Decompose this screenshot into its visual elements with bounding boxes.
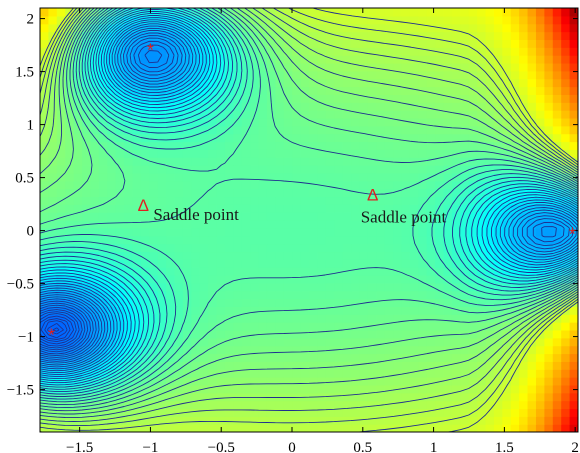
- contour-level: [40, 8, 578, 386]
- x-tick-label: −0.5: [208, 440, 235, 453]
- contour-level: [40, 8, 578, 412]
- contour-level: [40, 8, 578, 400]
- contour-level: [40, 8, 578, 395]
- contour-level: [40, 23, 578, 372]
- y-tick-label: −1: [18, 330, 34, 346]
- y-tick-label: 0: [27, 224, 35, 240]
- contour-level: [40, 50, 163, 355]
- contour-level: [40, 30, 578, 366]
- contour-level: [40, 25, 578, 370]
- contour-level: [40, 32, 574, 364]
- contour-level: [40, 8, 578, 393]
- contour-level: [40, 8, 578, 415]
- x-tick-label: 1: [430, 440, 438, 453]
- minimum-marker: *: [147, 40, 154, 60]
- contour-level: [40, 8, 578, 427]
- contour-level: [40, 8, 578, 403]
- y-tick-label: −0.5: [7, 277, 34, 293]
- contour-level: [40, 11, 578, 384]
- contour-level: [47, 323, 64, 335]
- contour-level: [40, 8, 578, 431]
- minimum-marker: *: [48, 325, 55, 345]
- contour-level: [40, 309, 83, 349]
- contour-level: [40, 17, 578, 378]
- contour-level: [40, 318, 71, 340]
- y-tick-label: −1.5: [7, 383, 34, 399]
- saddle-label: Saddle point: [361, 208, 447, 227]
- contour-level: [40, 13, 578, 382]
- contour-level: [40, 8, 578, 397]
- saddle-marker: Δ: [138, 196, 149, 215]
- x-tick-label: 1.5: [495, 440, 514, 453]
- plot-frame: [39, 7, 579, 433]
- y-tick-label: 1.5: [15, 65, 34, 81]
- contour-level: [40, 44, 170, 357]
- saddle-label: Saddle point: [153, 205, 239, 224]
- contour-level: [40, 27, 578, 368]
- minimum-marker: *: [569, 225, 576, 245]
- x-axis: −1.5 −1 −0.5 0 0.5 1 1.5 2: [66, 8, 579, 453]
- contour-level: [40, 304, 89, 353]
- contour-level: [40, 8, 578, 419]
- x-tick-label: 0: [288, 440, 296, 453]
- y-tick-label: 0.5: [15, 171, 34, 187]
- y-axis: 2 1.5 1 0.5 0 −0.5 −1 −1.5: [7, 12, 578, 399]
- contour-level: [40, 8, 578, 388]
- x-tick-label: 0.5: [353, 440, 372, 453]
- contour-level: [52, 327, 60, 332]
- contour-level: [40, 313, 77, 345]
- y-tick-label: 1: [27, 118, 35, 134]
- contour-lines: [40, 8, 578, 432]
- x-tick-label: −1: [142, 440, 158, 453]
- contour-level: [40, 35, 570, 362]
- contour-level: [40, 37, 565, 360]
- contour-level: [40, 19, 578, 376]
- x-tick-label: −1.5: [66, 440, 93, 453]
- contour-level: [40, 8, 578, 409]
- heat-layer: [40, 8, 578, 432]
- saddle-marker: Δ: [367, 186, 378, 205]
- contour-level: [40, 306, 86, 351]
- contour-level: [40, 8, 578, 422]
- contour-level: [44, 320, 68, 339]
- contour-level: [40, 311, 80, 347]
- x-tick-label: 2: [571, 440, 579, 453]
- y-tick-label: 2: [27, 12, 35, 28]
- contour-level: [40, 40, 557, 358]
- contour-level: [40, 8, 578, 406]
- contour-level: [40, 8, 578, 390]
